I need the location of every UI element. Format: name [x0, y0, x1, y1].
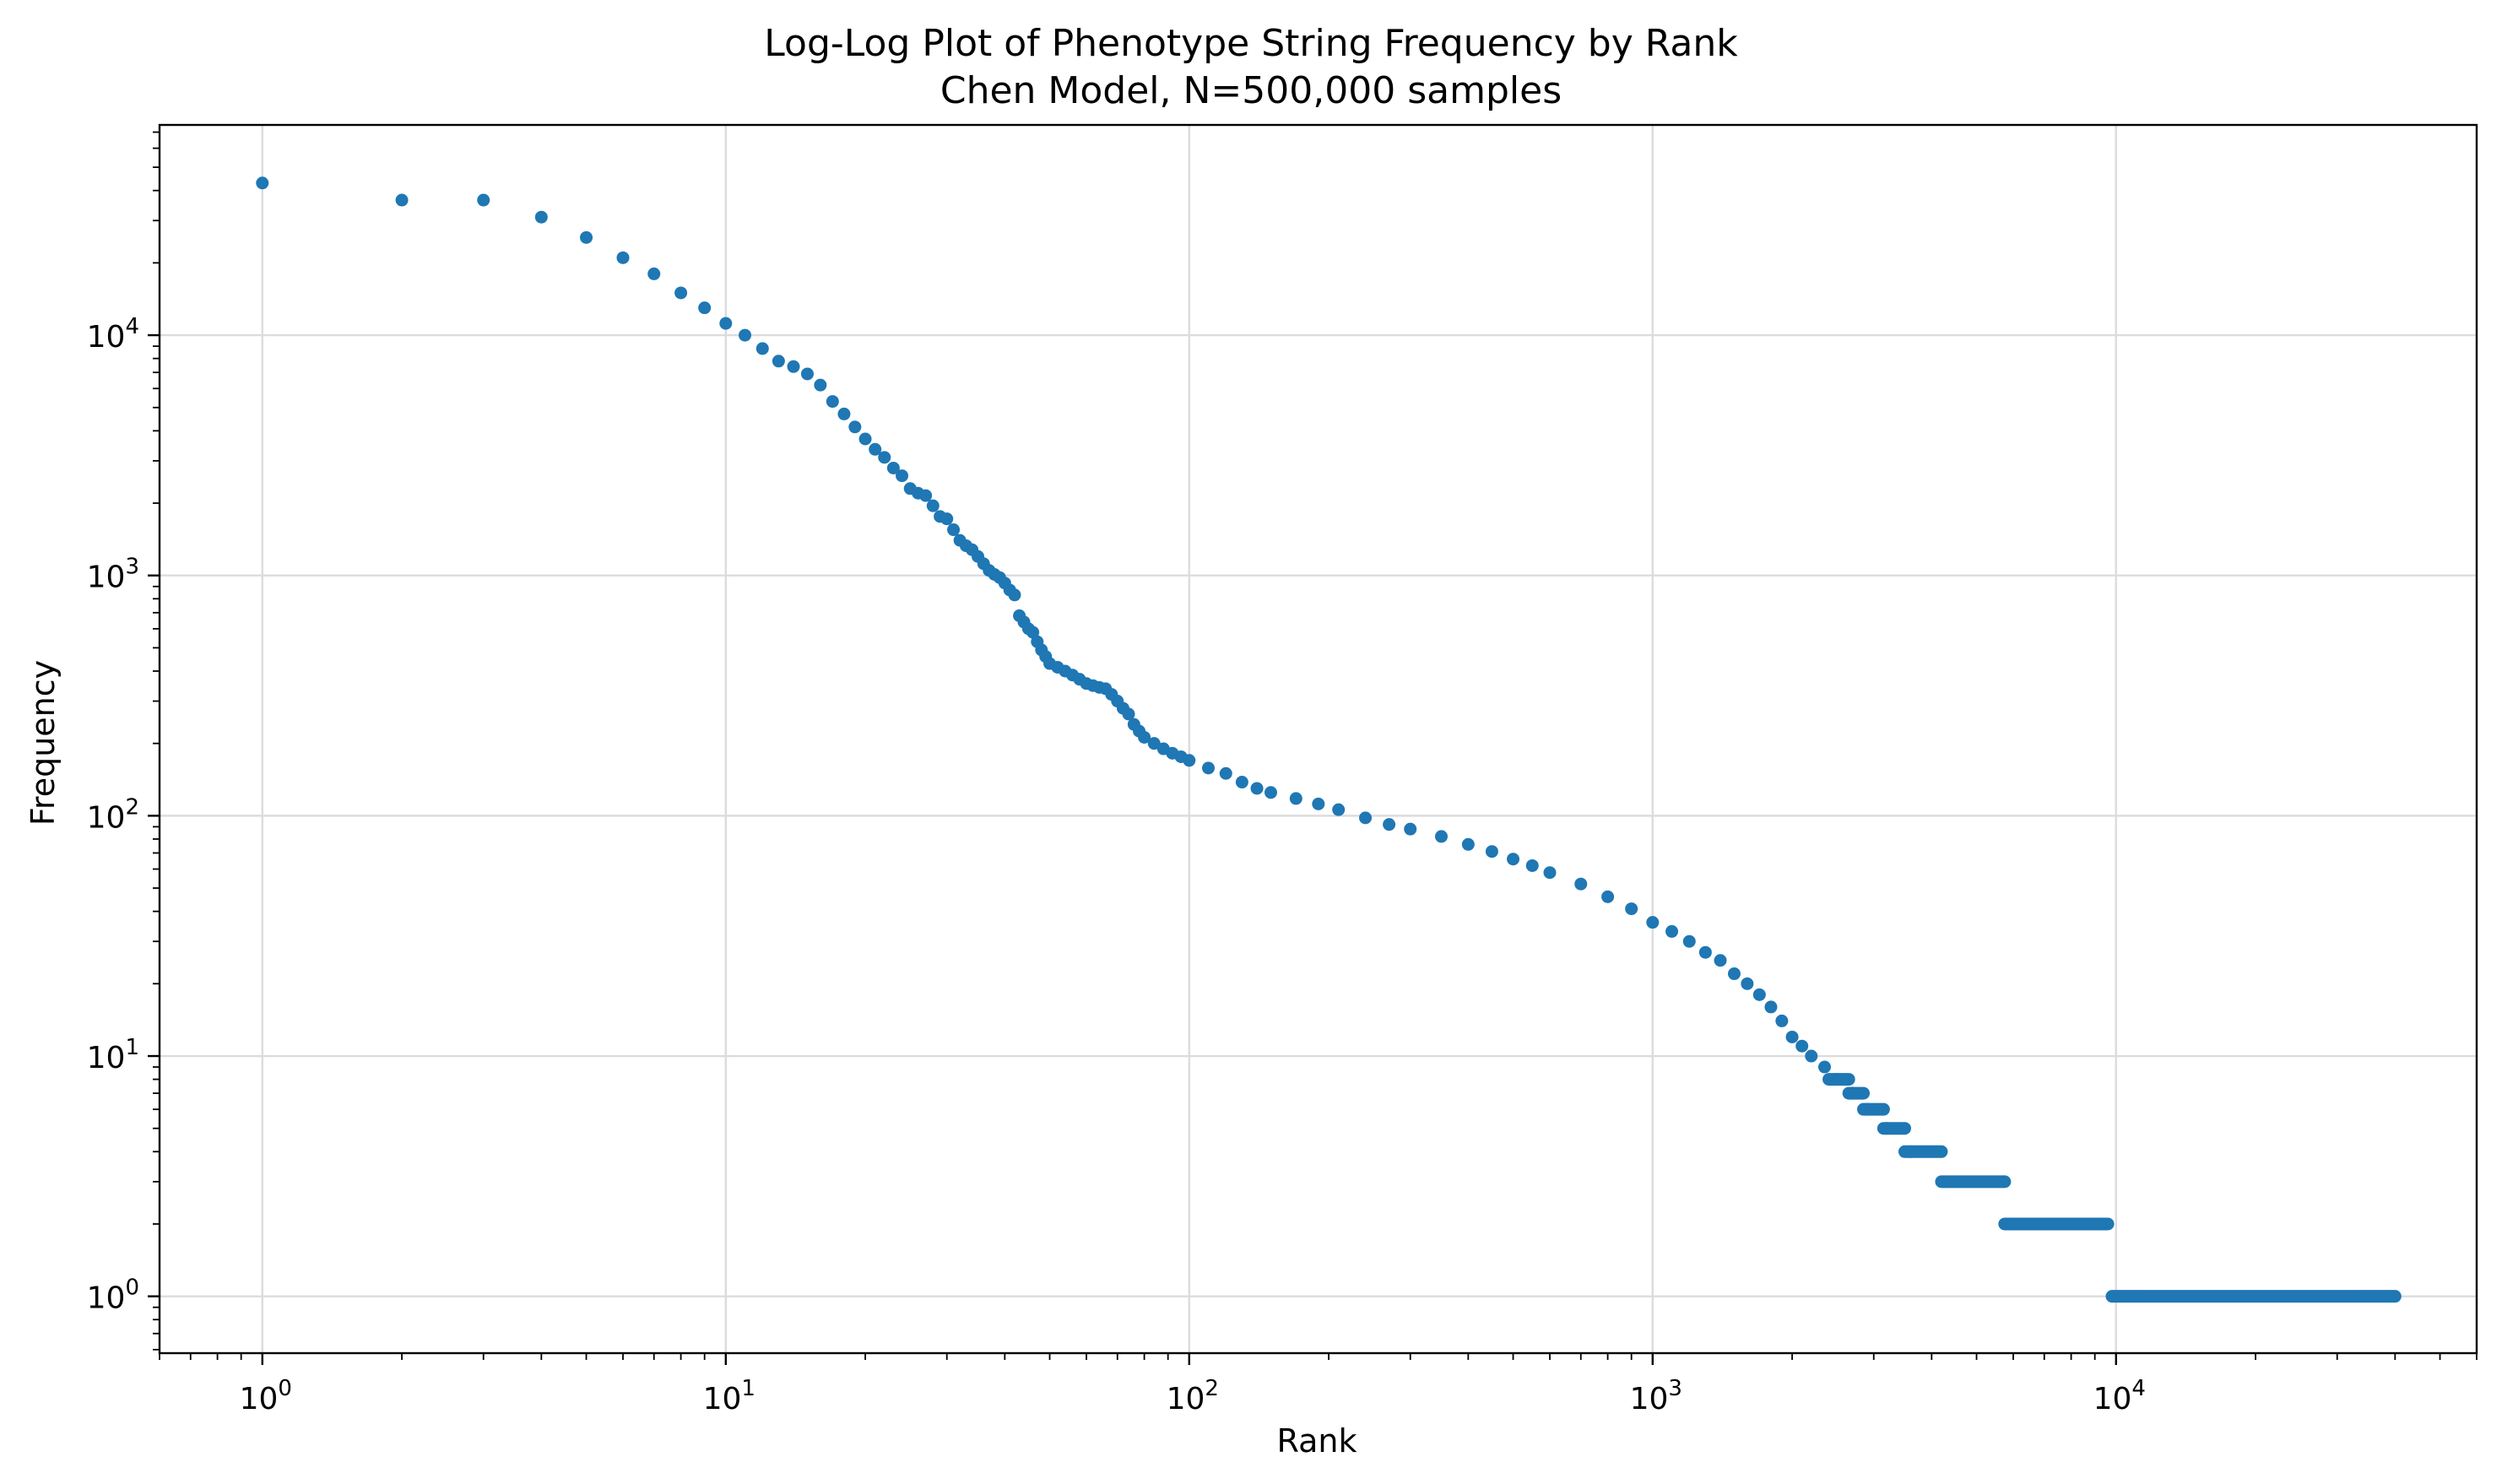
data-point	[1359, 811, 1373, 825]
data-point	[1601, 890, 1615, 903]
data-point	[647, 267, 661, 280]
data-point	[896, 469, 909, 483]
data-point	[1805, 1049, 1818, 1063]
data-point	[919, 489, 933, 502]
data-point	[1219, 766, 1232, 780]
data-point	[1795, 1039, 1809, 1053]
data-point	[1543, 866, 1557, 880]
data-point	[1727, 967, 1741, 981]
data-point	[1741, 977, 1754, 990]
data-point	[477, 193, 490, 207]
data-point	[858, 432, 872, 446]
data-point	[787, 360, 800, 373]
data-point	[1507, 853, 1520, 866]
chart-subtitle: Chen Model, N=500,000 samples	[940, 69, 1562, 112]
data-point	[837, 407, 851, 420]
data-point	[1752, 988, 1766, 1001]
data-point	[1714, 954, 1727, 967]
data-point	[1775, 1014, 1789, 1027]
data-point	[826, 395, 839, 409]
data-point	[1461, 837, 1475, 851]
data-point	[1404, 822, 1417, 836]
y-tick-label: 101	[87, 1035, 139, 1075]
data-point	[1008, 588, 1021, 602]
y-tick-label: 103	[87, 555, 139, 595]
data-point	[1625, 902, 1638, 916]
data-point	[1250, 782, 1264, 795]
grid-lines	[160, 125, 2477, 1353]
data-point	[1682, 934, 1696, 948]
data-points	[256, 176, 2402, 1303]
plot-area-frame	[158, 123, 2478, 1355]
data-point	[869, 442, 882, 456]
x-tick-label: 100	[240, 1376, 292, 1416]
data-point	[1665, 924, 1679, 938]
x-tick-label: 104	[2093, 1376, 2146, 1416]
data-point	[1646, 916, 1660, 929]
data-point	[755, 342, 769, 355]
x-axis-label: Rank	[1277, 1422, 1357, 1460]
data-point	[814, 378, 827, 392]
data-point	[1289, 792, 1302, 805]
data-point	[1785, 1030, 1799, 1043]
data-point	[739, 328, 752, 342]
data-point	[947, 523, 961, 537]
chart-title: Log-Log Plot of Phenotype String Frequen…	[764, 22, 1738, 65]
data-point	[1202, 761, 1216, 775]
data-point	[1026, 626, 1040, 639]
y-tick-label: 104	[87, 314, 139, 355]
data-point	[878, 451, 891, 464]
data-point	[1183, 754, 1196, 767]
data-point	[580, 230, 593, 244]
data-point	[848, 420, 862, 434]
data-point	[886, 461, 900, 474]
data-point	[940, 512, 954, 526]
data-point	[719, 317, 733, 330]
data-point	[256, 176, 269, 190]
data-point	[395, 193, 409, 207]
data-point	[1264, 786, 1277, 799]
axis-tick-labels: 100 101 102 103 104 100 101 102 103 104	[87, 314, 2146, 1416]
data-point	[926, 499, 940, 512]
data-point	[1434, 830, 1448, 843]
data-point	[1138, 730, 1151, 744]
data-point	[1525, 858, 1539, 872]
data-point	[1485, 845, 1498, 858]
data-point	[800, 367, 814, 381]
data-point	[1332, 803, 1346, 816]
data-point	[534, 210, 548, 224]
axis-ticks	[148, 131, 2478, 1365]
data-point	[698, 301, 712, 315]
data-point	[1818, 1060, 1832, 1074]
data-point	[674, 286, 688, 300]
data-point	[1383, 818, 1396, 831]
y-axis-label: Frequency	[24, 660, 62, 826]
x-tick-label: 103	[1630, 1376, 1682, 1416]
x-tick-label: 101	[703, 1376, 755, 1416]
data-point	[1574, 877, 1588, 891]
x-tick-label: 102	[1167, 1376, 1219, 1416]
data-point	[1698, 945, 1712, 959]
data-point	[772, 355, 785, 368]
data-point	[1122, 707, 1135, 721]
data-point	[1312, 797, 1325, 810]
data-point	[1235, 776, 1248, 789]
data-point	[616, 251, 630, 264]
data-point	[1764, 1000, 1778, 1014]
y-tick-label: 102	[87, 794, 139, 835]
y-tick-label: 100	[87, 1275, 139, 1316]
data-point	[1147, 737, 1161, 750]
